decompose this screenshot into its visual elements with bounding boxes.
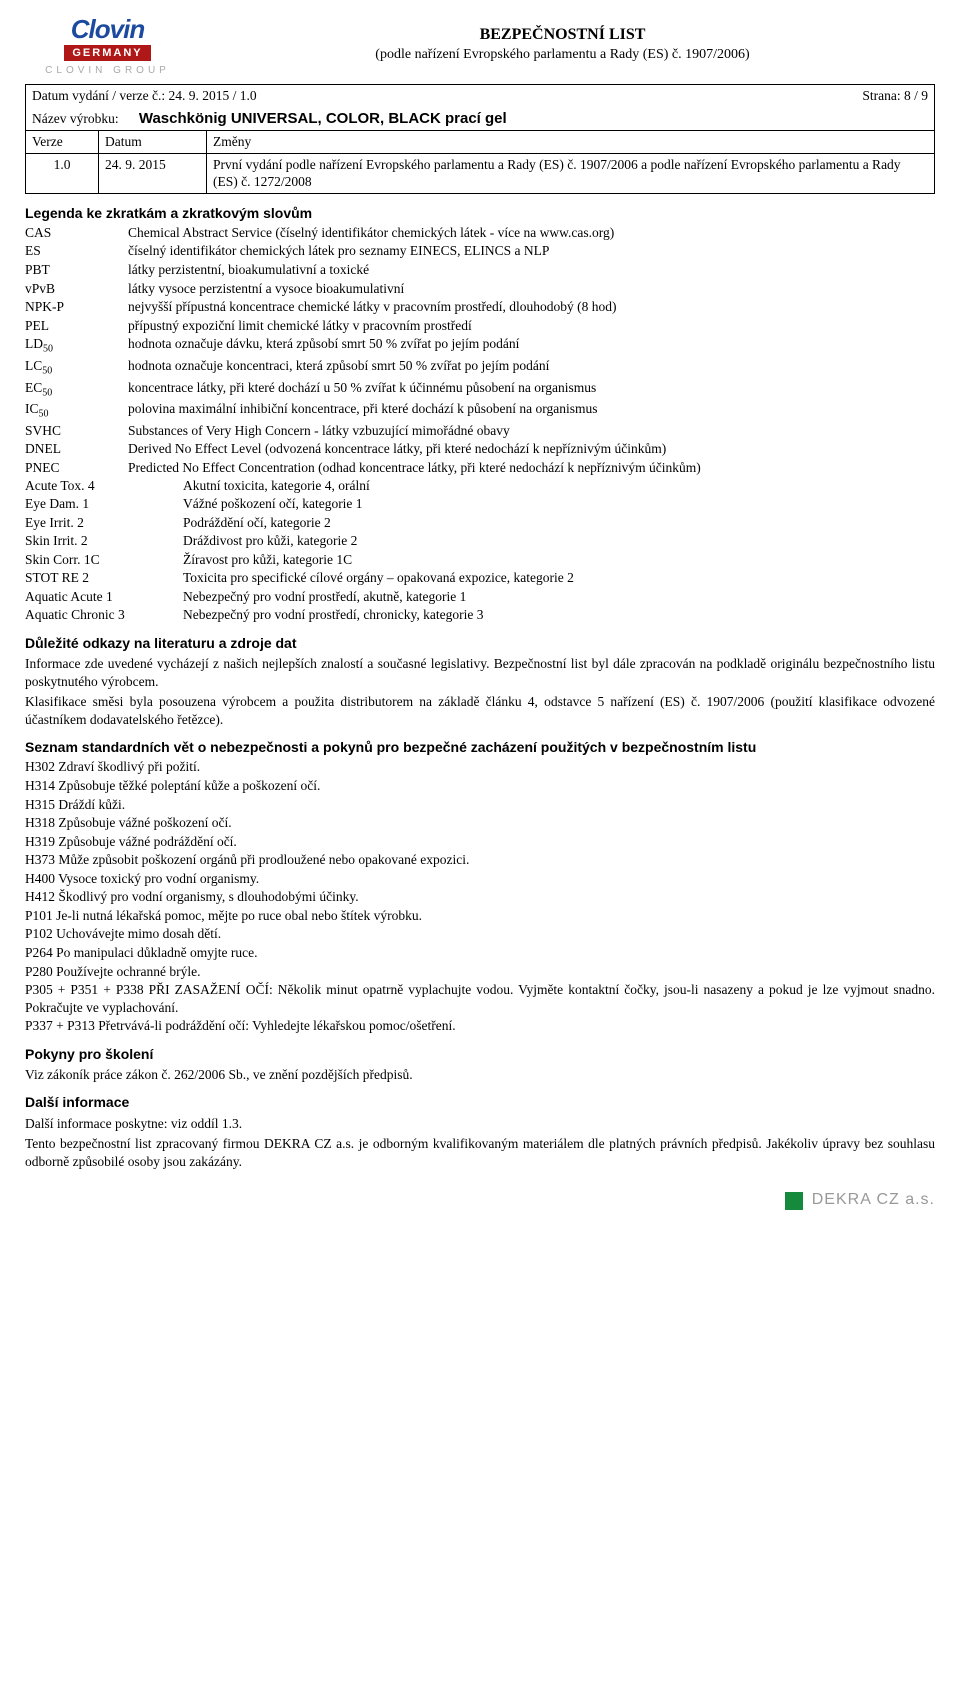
abbr-desc: koncentrace látky, při které dochází u 5… [128,379,935,400]
abbr-code: LC50 [25,357,120,378]
category-code: Aquatic Chronic 3 [25,606,175,624]
training-heading: Pokyny pro školení [25,1045,935,1063]
further-heading: Další informace [25,1093,935,1111]
row-date: 24. 9. 2015 [99,153,207,193]
category-desc: Žíravost pro kůži, kategorie 1C [183,551,935,569]
category-desc: Vážné poškození očí, kategorie 1 [183,495,935,513]
abbr-code: PNEC [25,459,120,477]
abbr-code: NPK-P [25,298,120,316]
legend-heading: Legenda ke zkratkám a zkratkovým slovům [25,204,935,222]
abbr-desc: číselný identifikátor chemických látek p… [128,242,935,260]
hazard-line: P102 Uchovávejte mimo dosah dětí. [25,925,935,943]
abbr-desc: Substances of Very High Concern - látky … [128,422,935,440]
literature-p2: Klasifikace směsi byla posouzena výrobce… [25,693,935,728]
abbr-code: ES [25,242,120,260]
abbr-code: SVHC [25,422,120,440]
category-code: STOT RE 2 [25,569,175,587]
hazard-line: H314 Způsobuje těžké poleptání kůže a po… [25,777,935,795]
abbr-desc: látky vysoce perzistentní a vysoce bioak… [128,280,935,298]
category-desc: Nebezpečný pro vodní prostředí, chronick… [183,606,935,624]
abbr-code: PBT [25,261,120,279]
category-desc: Akutní toxicita, kategorie 4, orální [183,477,935,495]
further-p1: Další informace poskytne: viz oddíl 1.3. [25,1115,935,1133]
hazard-line: H412 Škodlivý pro vodní organismy, s dlo… [25,888,935,906]
abbr-desc: látky perzistentní, bioakumulativní a to… [128,261,935,279]
abbr-desc: hodnota označuje dávku, která způsobí sm… [128,335,935,356]
logo-main: Clovin [71,13,144,47]
abbr-code: LD50 [25,335,120,356]
abbr-code: CAS [25,224,120,242]
company-logo: Clovin GERMANY CLOVIN GROUP [25,10,190,80]
category-desc: Podráždění očí, kategorie 2 [183,514,935,532]
th-date: Datum [99,131,207,154]
abbr-code: IC50 [25,400,120,421]
hazard-line: P280 Používejte ochranné brýle. [25,963,935,981]
logo-germany: GERMANY [64,45,150,61]
issue-date: Datum vydání / verze č.: 24. 9. 2015 / 1… [32,88,257,103]
category-code: Skin Irrit. 2 [25,532,175,550]
abbr-code: EC50 [25,379,120,400]
abbr-code: vPvB [25,280,120,298]
training-text: Viz zákoník práce zákon č. 262/2006 Sb.,… [25,1066,935,1084]
abbr-code: DNEL [25,440,120,458]
category-code: Eye Dam. 1 [25,495,175,513]
category-desc: Toxicita pro specifické cílové orgány – … [183,569,935,587]
abbr-desc: nejvyšší přípustná koncentrace chemické … [128,298,935,316]
abbr-desc: polovina maximální inhibiční koncentrace… [128,400,935,421]
logo-group: CLOVIN GROUP [45,64,170,77]
page-number: Strana: 8 / 9 [862,87,928,105]
literature-heading: Důležité odkazy na literaturu a zdroje d… [25,634,935,652]
abbr-code: PEL [25,317,120,335]
literature-p1: Informace zde uvedené vycházejí z našich… [25,655,935,690]
category-desc: Nebezpečný pro vodní prostředí, akutně, … [183,588,935,606]
row-changes: První vydání podle nařízení Evropského p… [207,153,935,193]
category-code: Eye Irrit. 2 [25,514,175,532]
dekra-logo-icon [785,1192,803,1210]
product-name: Waschkönig UNIVERSAL, COLOR, BLACK prací… [139,110,507,127]
hazard-line: H318 Způsobuje vážné poškození očí. [25,814,935,832]
category-code: Acute Tox. 4 [25,477,175,495]
hazard-line: P101 Je-li nutná lékařská pomoc, mějte p… [25,907,935,925]
hazard-line: H373 Může způsobit poškození orgánů při … [25,851,935,869]
abbr-desc: Derived No Effect Level (odvozená koncen… [128,440,935,458]
hazard-heading: Seznam standardních vět o nebezpečnosti … [25,738,935,756]
th-changes: Změny [207,131,935,154]
hazard-line: P337 + P313 Přetrvává-li podráždění očí:… [25,1017,935,1035]
hazard-statements: H302 Zdraví škodlivý při požití.H314 Způ… [25,758,935,1034]
category-desc: Dráždivost pro kůži, kategorie 2 [183,532,935,550]
hazard-line: P264 Po manipulaci důkladně omyjte ruce. [25,944,935,962]
hazard-line: H315 Dráždí kůži. [25,796,935,814]
abbr-desc: přípustný expoziční limit chemické látky… [128,317,935,335]
abbreviation-grid: CAS Chemical Abstract Service (číselný id… [25,224,935,477]
th-version: Verze [26,131,99,154]
row-version: 1.0 [26,153,99,193]
hazard-line: P305 + P351 + P338 PŘI ZASAŽENÍ OČÍ: Něk… [25,981,935,1016]
category-code: Aquatic Acute 1 [25,588,175,606]
product-label: Název výrobku: [32,111,119,126]
document-subtitle: (podle nařízení Evropského parlamentu a … [190,46,935,64]
category-grid: Acute Tox. 4 Akutní toxicita, kategorie 4… [25,477,935,624]
hazard-line: H400 Vysoce toxický pro vodní organismy. [25,870,935,888]
hazard-line: H302 Zdraví škodlivý při požití. [25,758,935,776]
abbr-desc: hodnota označuje koncentraci, která způs… [128,357,935,378]
abbr-desc: Predicted No Effect Concentration (odhad… [128,459,935,477]
footer-text: DEKRA CZ a.s. [812,1191,935,1208]
abbr-desc: Chemical Abstract Service (číselný ident… [128,224,935,242]
document-title: BEZPEČNOSTNÍ LIST [190,25,935,46]
footer: DEKRA CZ a.s. [25,1190,935,1211]
category-code: Skin Corr. 1C [25,551,175,569]
further-p2: Tento bezpečnostní list zpracovaný firmo… [25,1135,935,1170]
hazard-line: H319 Způsobuje vážné podráždění očí. [25,833,935,851]
header-info-table: Datum vydání / verze č.: 24. 9. 2015 / 1… [25,84,935,194]
